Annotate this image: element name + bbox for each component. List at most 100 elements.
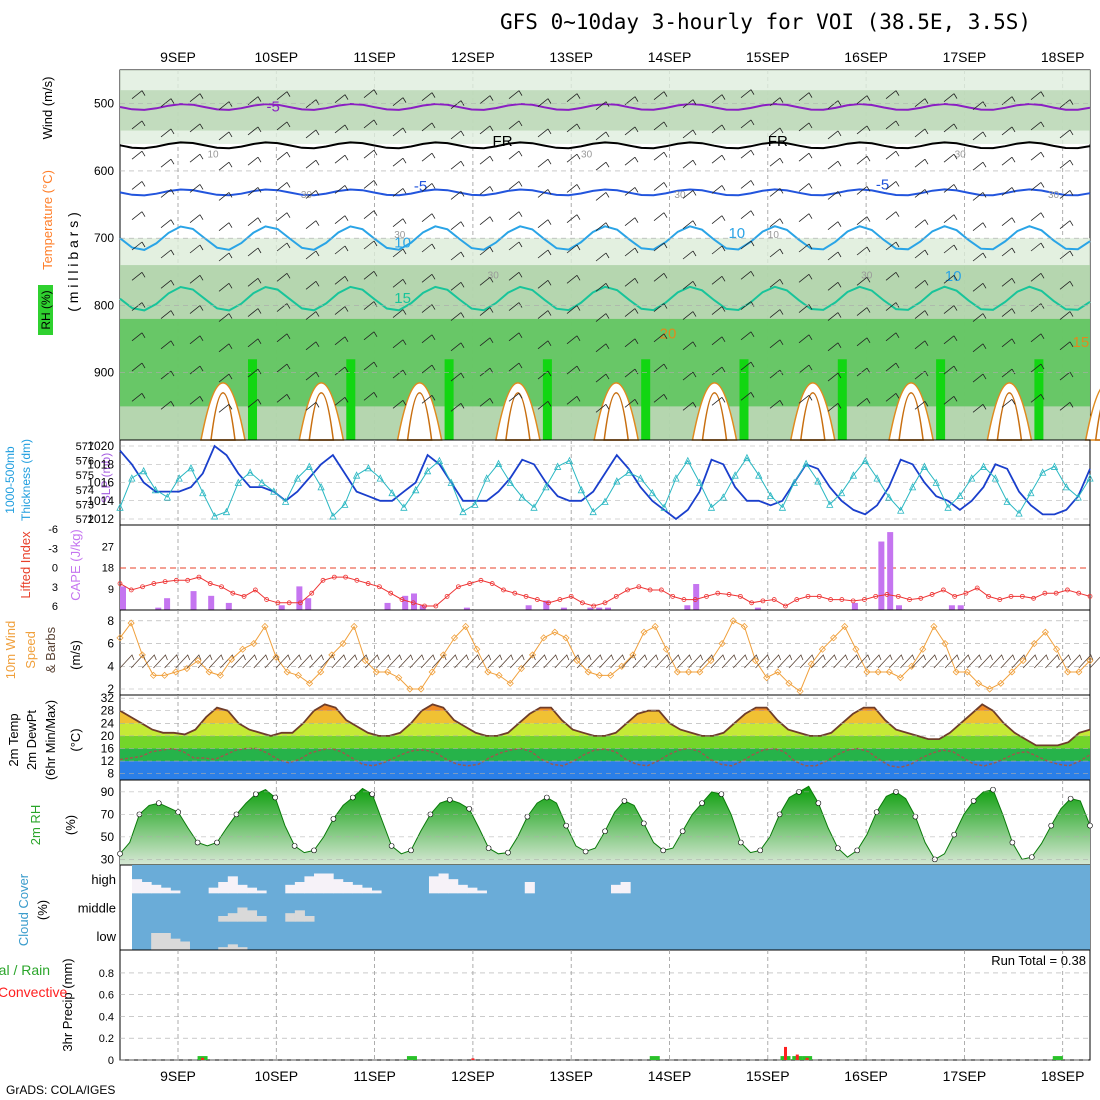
wind-barb [595, 161, 610, 171]
wind-barb [653, 182, 668, 191]
lifted-index-point [433, 603, 439, 609]
thickness-point [187, 464, 195, 472]
wind-barb [1001, 308, 1016, 317]
temp-contour [701, 392, 728, 441]
wind-barb [566, 274, 581, 284]
rh-shading [120, 90, 1090, 131]
wind-barb [276, 91, 291, 100]
lifted-index-point [512, 590, 518, 596]
date-label: 11SEP [353, 49, 396, 65]
rh-contour-label: 10 [207, 149, 219, 160]
thickness-point [1039, 468, 1047, 476]
wind-barb [189, 244, 204, 254]
wind-barb [363, 270, 378, 280]
tick-label: 500 [94, 97, 114, 111]
wind-barb [777, 654, 793, 669]
precip-panel-frame [119, 949, 1091, 1061]
rh-point [175, 809, 181, 815]
rh-point [311, 847, 317, 854]
wind-barb [443, 654, 458, 669]
cloud-bar [285, 913, 296, 922]
cloud-bar [438, 873, 449, 894]
wind-barb [1067, 654, 1083, 669]
wind-barb [431, 654, 447, 669]
rh-area [120, 786, 1090, 865]
thickness-point [435, 456, 444, 464]
dewpoint-line [119, 747, 1091, 769]
wind-barb [856, 95, 871, 104]
wind-barb [305, 371, 320, 381]
wind-speed-point [484, 668, 492, 676]
cloud-bar [218, 916, 229, 922]
temp-contour [119, 141, 1091, 150]
lifted-index-point [974, 585, 980, 591]
thickness-point [944, 503, 952, 511]
thickness-point [518, 493, 526, 501]
wind-barb [1059, 371, 1074, 381]
wind-barb [944, 654, 960, 669]
cape-bar [155, 607, 162, 610]
cape-bar [851, 602, 858, 610]
wind-barb [450, 191, 465, 200]
temp-contour [119, 102, 1091, 111]
thickness-point [175, 474, 183, 482]
axis-label: (°C) [68, 728, 83, 751]
lifted-index-point [681, 597, 687, 602]
axis-label: CAPE (J/kg) [68, 529, 83, 601]
lifted-index-point [580, 600, 585, 606]
panels: -5FR FR-5 -5101010151520103030303030103030… [48, 69, 1100, 1067]
lifted-index-point [252, 587, 258, 593]
date-label: 14SEP [648, 49, 692, 65]
wind10m-panel: 2 4 6 8 [107, 609, 1100, 696]
thickness-point [672, 474, 680, 482]
wind-barb [856, 276, 871, 286]
wind-barb [943, 274, 958, 284]
wind-barb [479, 307, 494, 316]
wind-barb [363, 210, 378, 220]
wind-speed-point [395, 674, 403, 682]
wind-barb [537, 189, 552, 198]
wind-barb [972, 343, 987, 353]
wind-barb [711, 124, 726, 134]
rh-point [854, 847, 861, 854]
wind-barb [682, 280, 697, 290]
wind-barb [421, 364, 436, 374]
cape-bar [384, 602, 391, 610]
wind-barb [421, 213, 436, 223]
tick-label: -6 [48, 524, 58, 536]
wind-barb [508, 362, 523, 372]
wind-barb [653, 363, 668, 373]
thickness-point [128, 474, 136, 482]
lifted-index-point [828, 597, 833, 602]
rh-point [1067, 795, 1074, 802]
wind-barb [769, 157, 784, 167]
wind-barb [653, 333, 668, 343]
wind-barb [342, 654, 358, 669]
wind-speed-point [1019, 657, 1027, 665]
wind-barb [595, 373, 610, 383]
thickness-point [554, 462, 562, 470]
wind-barb [1030, 242, 1045, 252]
wind-barb [363, 149, 378, 159]
wind-barb [247, 126, 262, 136]
wind-barb [769, 127, 784, 137]
wind-barb [566, 365, 581, 375]
rh-point [970, 798, 977, 804]
wind-barb [450, 100, 465, 109]
lifted-index-point [275, 600, 281, 606]
wind-barb [247, 338, 262, 348]
wind-barb [334, 366, 349, 376]
wind-barb [827, 281, 842, 291]
rh-point [466, 805, 473, 812]
cloud-bar [218, 947, 229, 950]
panel-labels: Wind (m/s) Temperature (°C) RH (%) ( m i l … [0, 77, 113, 1052]
wind-barb [160, 249, 175, 259]
wind-barb [160, 279, 175, 289]
wind-barb [334, 306, 349, 315]
wind-barb [1001, 156, 1016, 166]
lifted-index-point [1076, 590, 1082, 596]
wind-speed-point [305, 679, 314, 687]
precip-conv-bar [805, 1057, 809, 1060]
wind-barb [305, 250, 320, 260]
rh-point [602, 828, 608, 835]
